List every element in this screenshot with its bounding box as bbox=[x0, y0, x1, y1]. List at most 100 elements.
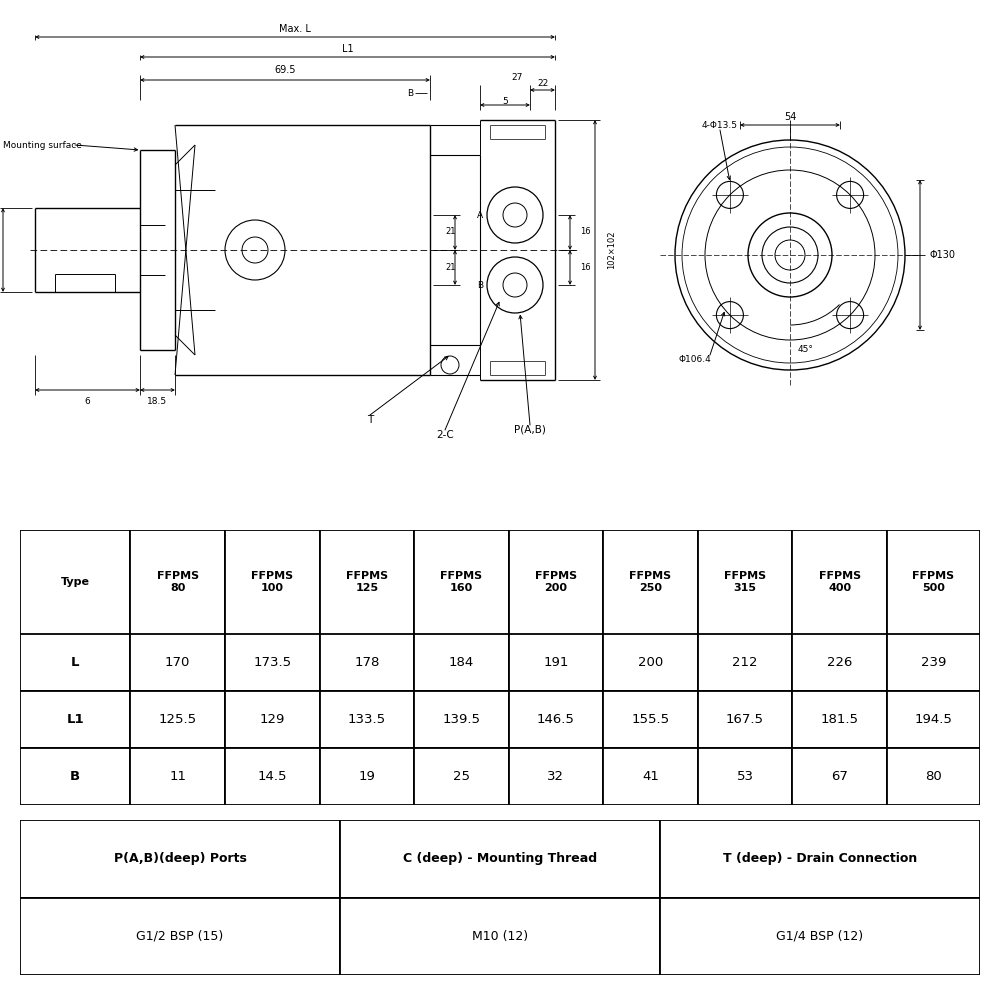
Text: T (deep) - Drain Connection: T (deep) - Drain Connection bbox=[723, 852, 917, 865]
Bar bbox=[20, 635, 130, 691]
Text: 32: 32 bbox=[547, 770, 564, 783]
Text: 22: 22 bbox=[537, 79, 548, 88]
Bar bbox=[509, 635, 603, 691]
Text: G1/2 BSP (15): G1/2 BSP (15) bbox=[136, 930, 224, 943]
Bar bbox=[225, 691, 320, 748]
Text: FFPMS
400: FFPMS 400 bbox=[819, 571, 861, 593]
Text: 27: 27 bbox=[512, 74, 523, 83]
Text: FFPMS
500: FFPMS 500 bbox=[912, 571, 955, 593]
Text: 184: 184 bbox=[449, 656, 474, 669]
Text: 16: 16 bbox=[580, 228, 591, 236]
Text: FFPMS
80: FFPMS 80 bbox=[157, 571, 199, 593]
Bar bbox=[698, 691, 792, 748]
Text: Φ130: Φ130 bbox=[930, 250, 956, 260]
Text: 21: 21 bbox=[445, 263, 456, 272]
Text: 200: 200 bbox=[638, 656, 663, 669]
Bar bbox=[698, 530, 792, 635]
Text: 178: 178 bbox=[354, 656, 379, 669]
Text: P(A,B): P(A,B) bbox=[514, 425, 546, 435]
Text: 69.5: 69.5 bbox=[274, 65, 296, 75]
Bar bbox=[130, 748, 225, 805]
Bar bbox=[792, 691, 887, 748]
Text: 11: 11 bbox=[169, 770, 186, 783]
Bar bbox=[130, 691, 225, 748]
Text: 4-Φ13.5: 4-Φ13.5 bbox=[702, 120, 738, 129]
Text: FFPMS
250: FFPMS 250 bbox=[629, 571, 672, 593]
Bar bbox=[414, 530, 509, 635]
Text: 125.5: 125.5 bbox=[159, 713, 197, 726]
Bar bbox=[698, 635, 792, 691]
Text: L1: L1 bbox=[66, 713, 84, 726]
Text: 146.5: 146.5 bbox=[537, 713, 575, 726]
Text: 173.5: 173.5 bbox=[253, 656, 291, 669]
Bar bbox=[320, 530, 414, 635]
Bar bbox=[887, 691, 980, 748]
Bar bbox=[340, 898, 660, 975]
Text: B: B bbox=[407, 89, 413, 98]
Text: 19: 19 bbox=[358, 770, 375, 783]
Bar bbox=[20, 748, 130, 805]
Text: G1/4 BSP (12): G1/4 BSP (12) bbox=[776, 930, 864, 943]
Text: M10 (12): M10 (12) bbox=[472, 930, 528, 943]
Bar bbox=[660, 898, 980, 975]
Bar bbox=[792, 635, 887, 691]
Text: Max. L: Max. L bbox=[279, 24, 311, 34]
Bar bbox=[603, 748, 698, 805]
Text: Type: Type bbox=[61, 577, 90, 587]
Text: FFPMS
100: FFPMS 100 bbox=[251, 571, 293, 593]
Text: L1: L1 bbox=[342, 44, 353, 54]
Text: 21: 21 bbox=[445, 228, 456, 236]
Bar bbox=[130, 530, 225, 635]
Bar bbox=[225, 748, 320, 805]
Text: 6: 6 bbox=[85, 397, 90, 406]
Text: FFPMS
125: FFPMS 125 bbox=[346, 571, 388, 593]
Text: 226: 226 bbox=[827, 656, 852, 669]
Text: 80: 80 bbox=[925, 770, 942, 783]
Text: B: B bbox=[477, 280, 483, 290]
Text: P(A,B)(deep) Ports: P(A,B)(deep) Ports bbox=[114, 852, 246, 865]
Text: 239: 239 bbox=[921, 656, 946, 669]
Bar bbox=[509, 691, 603, 748]
Text: FFPMS
160: FFPMS 160 bbox=[440, 571, 482, 593]
Text: 212: 212 bbox=[732, 656, 758, 669]
Bar bbox=[20, 530, 130, 635]
Bar bbox=[509, 748, 603, 805]
Text: Mounting surface: Mounting surface bbox=[3, 140, 82, 149]
Text: 16: 16 bbox=[580, 263, 591, 272]
Bar bbox=[20, 691, 130, 748]
Bar bbox=[792, 748, 887, 805]
Text: 129: 129 bbox=[260, 713, 285, 726]
Text: 53: 53 bbox=[737, 770, 754, 783]
Bar bbox=[603, 691, 698, 748]
Text: 102×102: 102×102 bbox=[607, 231, 616, 269]
Text: 2-C: 2-C bbox=[436, 430, 454, 440]
Bar bbox=[509, 530, 603, 635]
Bar bbox=[887, 748, 980, 805]
Text: 45°: 45° bbox=[797, 346, 813, 355]
Bar bbox=[792, 530, 887, 635]
Bar bbox=[340, 820, 660, 898]
Text: C (deep) - Mounting Thread: C (deep) - Mounting Thread bbox=[403, 852, 597, 865]
Text: 191: 191 bbox=[543, 656, 569, 669]
Bar bbox=[603, 635, 698, 691]
Bar bbox=[414, 748, 509, 805]
Bar bbox=[225, 635, 320, 691]
Text: 167.5: 167.5 bbox=[726, 713, 764, 726]
Bar bbox=[320, 635, 414, 691]
Bar bbox=[20, 898, 340, 975]
Bar bbox=[698, 748, 792, 805]
Bar bbox=[320, 691, 414, 748]
Bar bbox=[130, 635, 225, 691]
Text: B: B bbox=[70, 770, 80, 783]
Text: 194.5: 194.5 bbox=[915, 713, 952, 726]
Text: 41: 41 bbox=[642, 770, 659, 783]
Bar bbox=[20, 820, 340, 898]
Bar bbox=[320, 748, 414, 805]
Text: 181.5: 181.5 bbox=[821, 713, 859, 726]
Bar bbox=[225, 530, 320, 635]
Text: FFPMS
315: FFPMS 315 bbox=[724, 571, 766, 593]
Text: 18.5: 18.5 bbox=[147, 397, 168, 406]
Text: 14.5: 14.5 bbox=[257, 770, 287, 783]
Text: 139.5: 139.5 bbox=[442, 713, 480, 726]
Bar bbox=[414, 635, 509, 691]
